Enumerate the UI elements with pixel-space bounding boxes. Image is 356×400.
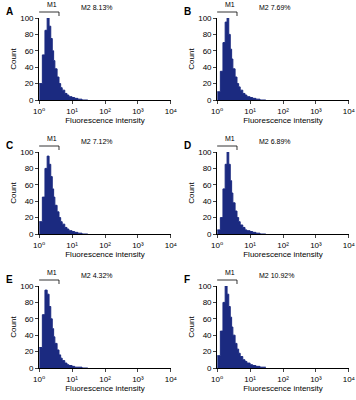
svg-text:Count: Count [187, 182, 196, 204]
svg-text:10²: 10² [99, 375, 111, 384]
svg-text:0: 0 [29, 96, 34, 105]
svg-text:10⁰: 10⁰ [33, 375, 45, 384]
svg-text:B: B [184, 6, 191, 17]
svg-text:Fluorescence intensity: Fluorescence intensity [243, 384, 323, 393]
svg-text:10⁴: 10⁴ [165, 107, 178, 116]
svg-text:0: 0 [29, 230, 34, 239]
svg-text:10¹: 10¹ [66, 107, 78, 116]
svg-text:10³: 10³ [132, 375, 144, 384]
svg-text:10³: 10³ [310, 375, 322, 384]
svg-text:10⁰: 10⁰ [211, 241, 223, 250]
svg-text:Fluorescence intensity: Fluorescence intensity [65, 250, 145, 259]
svg-text:M2 8.13%: M2 8.13% [81, 4, 113, 11]
svg-text:M2 10.92%: M2 10.92% [259, 272, 294, 279]
svg-text:100: 100 [20, 282, 34, 291]
svg-text:M1: M1 [47, 1, 57, 8]
svg-text:10³: 10³ [310, 241, 322, 250]
svg-text:40: 40 [203, 331, 212, 340]
svg-text:10³: 10³ [132, 241, 144, 250]
svg-text:F: F [184, 274, 190, 285]
svg-text:0: 0 [207, 364, 212, 373]
svg-text:10⁰: 10⁰ [33, 107, 45, 116]
svg-text:60: 60 [203, 181, 212, 190]
svg-text:60: 60 [25, 47, 34, 56]
svg-text:Count: Count [9, 316, 18, 338]
svg-text:100: 100 [20, 148, 34, 157]
svg-text:10⁴: 10⁴ [165, 375, 178, 384]
svg-text:10⁰: 10⁰ [211, 107, 223, 116]
svg-text:10¹: 10¹ [244, 241, 256, 250]
svg-text:10²: 10² [277, 241, 289, 250]
svg-text:D: D [184, 140, 191, 151]
svg-text:Fluorescence intensity: Fluorescence intensity [65, 116, 145, 125]
svg-text:Count: Count [9, 48, 18, 70]
svg-text:80: 80 [25, 298, 34, 307]
svg-text:20: 20 [25, 79, 34, 88]
svg-text:60: 60 [203, 47, 212, 56]
svg-text:M1: M1 [225, 135, 235, 142]
svg-text:A: A [6, 6, 13, 17]
svg-text:M2 7.69%: M2 7.69% [259, 4, 291, 11]
svg-text:0: 0 [207, 230, 212, 239]
svg-text:Fluorescence intensity: Fluorescence intensity [65, 384, 145, 393]
svg-text:80: 80 [203, 298, 212, 307]
svg-text:C: C [6, 140, 13, 151]
svg-text:M1: M1 [225, 269, 235, 276]
svg-text:80: 80 [203, 164, 212, 173]
svg-text:10¹: 10¹ [66, 241, 78, 250]
svg-text:20: 20 [25, 213, 34, 222]
svg-text:40: 40 [25, 63, 34, 72]
svg-text:10⁴: 10⁴ [343, 241, 356, 250]
svg-text:10¹: 10¹ [66, 375, 78, 384]
svg-text:Count: Count [187, 48, 196, 70]
svg-text:60: 60 [25, 181, 34, 190]
svg-text:10¹: 10¹ [244, 107, 256, 116]
svg-text:Count: Count [9, 182, 18, 204]
svg-text:Fluorescence intensity: Fluorescence intensity [243, 116, 323, 125]
svg-text:10²: 10² [99, 107, 111, 116]
svg-text:M1: M1 [47, 135, 57, 142]
svg-text:20: 20 [203, 79, 212, 88]
svg-text:10²: 10² [277, 375, 289, 384]
svg-text:100: 100 [198, 282, 212, 291]
svg-text:20: 20 [203, 347, 212, 356]
svg-text:100: 100 [20, 14, 34, 23]
svg-text:M2 7.12%: M2 7.12% [81, 138, 113, 145]
svg-text:80: 80 [25, 164, 34, 173]
svg-text:80: 80 [25, 30, 34, 39]
svg-text:M2 6.89%: M2 6.89% [259, 138, 291, 145]
svg-text:10⁴: 10⁴ [165, 241, 178, 250]
svg-text:80: 80 [203, 30, 212, 39]
svg-text:40: 40 [203, 63, 212, 72]
svg-text:M2 4.32%: M2 4.32% [81, 272, 113, 279]
svg-text:0: 0 [29, 364, 34, 373]
svg-text:40: 40 [203, 197, 212, 206]
svg-text:M1: M1 [225, 1, 235, 8]
svg-text:10⁰: 10⁰ [211, 375, 223, 384]
svg-text:40: 40 [25, 197, 34, 206]
svg-text:20: 20 [203, 213, 212, 222]
svg-text:10⁰: 10⁰ [33, 241, 45, 250]
svg-text:10²: 10² [277, 107, 289, 116]
svg-text:10⁴: 10⁴ [343, 107, 356, 116]
svg-text:10⁴: 10⁴ [343, 375, 356, 384]
svg-text:E: E [6, 274, 13, 285]
svg-text:40: 40 [25, 331, 34, 340]
svg-text:0: 0 [207, 96, 212, 105]
svg-text:20: 20 [25, 347, 34, 356]
svg-text:Fluorescence intensity: Fluorescence intensity [243, 250, 323, 259]
svg-text:Count: Count [187, 316, 196, 338]
svg-text:60: 60 [203, 315, 212, 324]
svg-text:100: 100 [198, 14, 212, 23]
svg-text:60: 60 [25, 315, 34, 324]
svg-text:M1: M1 [47, 269, 57, 276]
svg-text:100: 100 [198, 148, 212, 157]
svg-text:10³: 10³ [132, 107, 144, 116]
svg-text:10²: 10² [99, 241, 111, 250]
svg-text:10¹: 10¹ [244, 375, 256, 384]
svg-text:10³: 10³ [310, 107, 322, 116]
